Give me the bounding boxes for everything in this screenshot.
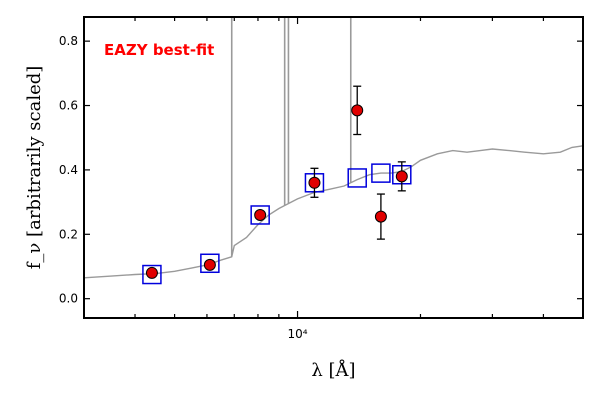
y-tick-label: 0.0 xyxy=(59,292,78,306)
model-photometry-marker xyxy=(347,168,367,188)
y-tick-label: 0.6 xyxy=(59,99,78,113)
y-tick-label: 0.4 xyxy=(59,163,78,177)
observed-point xyxy=(254,208,267,221)
model-photometry-marker xyxy=(371,163,391,183)
model-photometry-marker xyxy=(200,253,220,274)
model-photometry-marker xyxy=(250,205,270,225)
observed-photometry-layer xyxy=(145,85,408,279)
y-tick-label: 0.8 xyxy=(59,34,78,48)
plot-frame xyxy=(83,16,584,319)
observed-point xyxy=(395,170,408,183)
chart-annotation: EAZY best-fit xyxy=(104,41,214,59)
observed-point xyxy=(374,210,387,223)
observed-point xyxy=(145,266,158,279)
observed-point xyxy=(351,104,364,117)
x-tick-label: 10⁴ xyxy=(287,327,307,341)
x-axis-label: λ [Å] xyxy=(311,359,355,381)
y-axis-label: f_ν [arbitrarily scaled] xyxy=(24,66,45,270)
model-photometry-layer xyxy=(142,163,412,285)
observed-point xyxy=(308,176,321,189)
sed-continuum-line xyxy=(83,145,584,279)
observed-point xyxy=(203,258,216,271)
ticks-layer: 0.0 0.2 0.4 0.6 0.8 10⁴ xyxy=(59,17,584,341)
model-photometry-marker xyxy=(142,264,162,285)
y-tick-label: 0.2 xyxy=(59,227,78,241)
